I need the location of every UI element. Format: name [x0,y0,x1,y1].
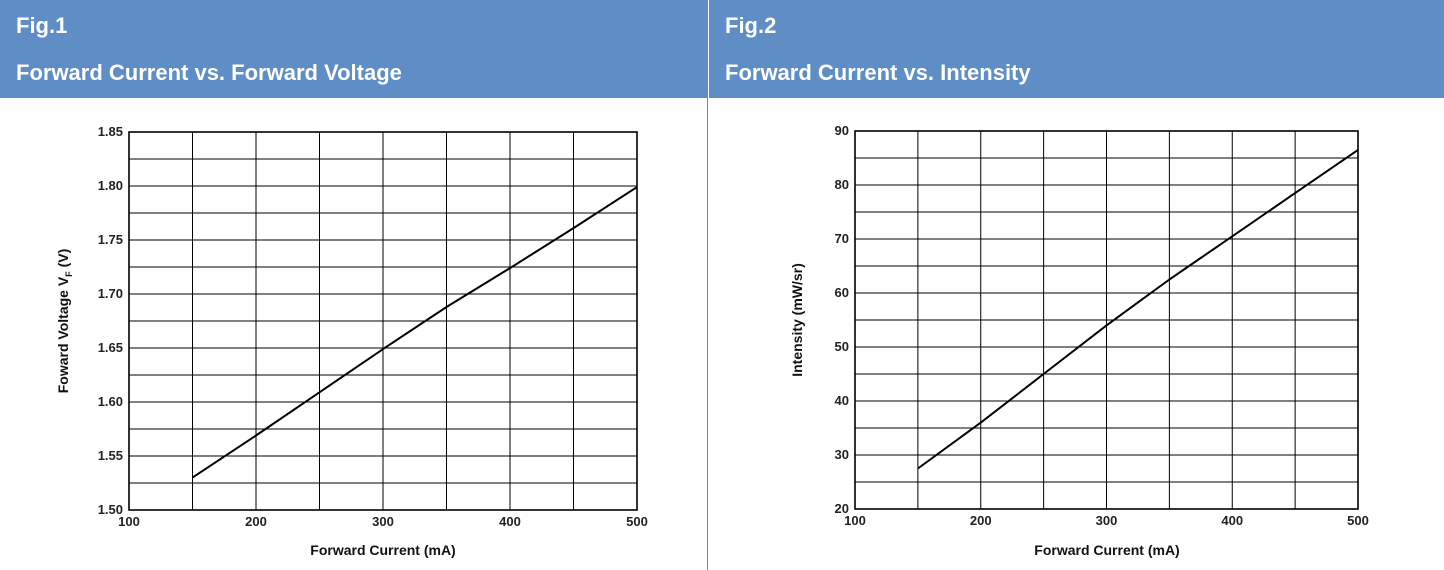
y-tick-label: 1.85 [98,124,123,139]
y-tick-label: 1.70 [98,286,123,301]
x-tick-label: 200 [970,513,992,528]
x-axis-title: Forward Current (mA) [1034,542,1179,558]
figure-title-1: Forward Current vs. Forward Voltage [16,60,402,85]
y-tick-label: 1.60 [98,394,123,409]
series-line [917,149,1359,470]
y-axis-title-group: Foward Voltage VF (V) [55,249,74,394]
y-axis-title: Intensity (mW/sr) [789,263,805,377]
y-tick-label: 70 [835,231,849,246]
figure-panel-1: Fig.1 Forward Current vs. Forward Voltag… [0,0,707,570]
y-tick-label: 60 [835,285,849,300]
y-tick-label: 20 [835,501,849,516]
series-line [191,186,638,479]
x-tick-label: 300 [372,514,394,529]
y-tick-label: 30 [835,447,849,462]
y-axis-title-subscript: F [64,271,74,277]
x-tick-label: 300 [1096,513,1118,528]
y-tick-label: 1.65 [98,340,123,355]
panel-divider [707,0,708,570]
figure-banner-2: Fig.2 Forward Current vs. Intensity [709,0,1444,98]
y-tick-label: 50 [835,339,849,354]
y-axis-title: Foward Voltage VF (V) [55,249,74,394]
figure-banner-1: Fig.1 Forward Current vs. Forward Voltag… [0,0,707,98]
figure-number-1: Fig.1 [16,13,68,38]
y-tick-label: 1.50 [98,502,123,517]
y-axis-title-main: Foward Voltage V [55,276,71,393]
y-tick-label: 1.80 [98,178,123,193]
tick-labels: 100 200 300 400 500 1.50 1.55 1.60 1.65 1.70 1.75 1… [98,124,648,529]
x-tick-label: 100 [118,514,140,529]
x-axis-title: Forward Current (mA) [310,542,455,558]
x-tick-label: 500 [1347,513,1369,528]
plot-frame [854,130,1359,510]
y-tick-label: 1.55 [98,448,123,463]
x-tick-label: 400 [499,514,521,529]
x-tick-label: 200 [245,514,267,529]
y-tick-label: 1.75 [98,232,123,247]
series-layer [191,186,638,479]
y-axis-title-unit: (V) [55,249,71,272]
y-tick-label: 80 [835,177,849,192]
y-tick-label: 90 [835,123,849,138]
intensity-chart: 100 200 300 400 500 20 30 40 50 60 70 80 90 Forward … [789,123,1369,558]
tick-labels: 100 200 300 400 500 20 30 40 50 60 70 80 90 [835,123,1369,528]
x-tick-label: 400 [1221,513,1243,528]
y-tick-label: 40 [835,393,849,408]
series-layer [917,149,1359,470]
figure-panel-2: Fig.2 Forward Current vs. Intensity 100 2… [709,0,1444,570]
voltage-chart: 100 200 300 400 500 1.50 1.55 1.60 1.65 1.70 1.75 1… [55,124,648,558]
x-tick-label: 500 [626,514,648,529]
x-tick-label: 100 [844,513,866,528]
figure-number-2: Fig.2 [725,13,777,38]
plot-frame [128,131,638,511]
grid-lines [855,131,1358,509]
grid-lines [129,132,637,510]
figure-title-2: Forward Current vs. Intensity [725,60,1031,85]
